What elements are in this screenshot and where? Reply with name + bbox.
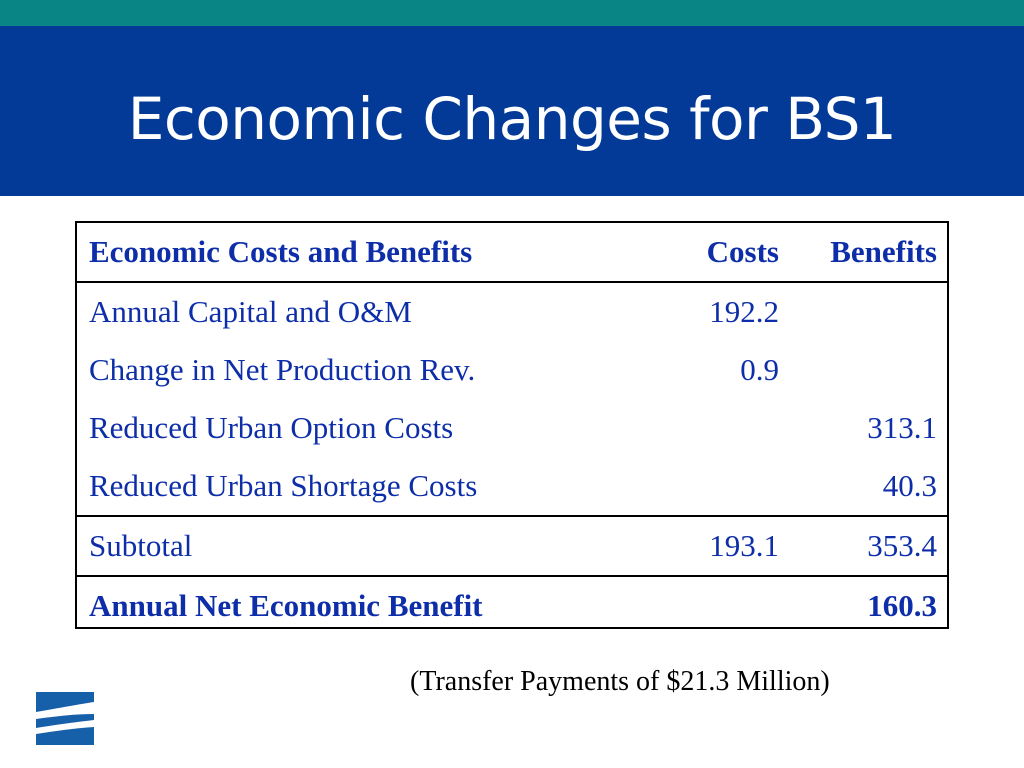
row-label: Annual Capital and O&M — [77, 281, 629, 341]
slide-title: Economic Changes for BS1 — [127, 85, 897, 153]
net-benefit-costs — [629, 575, 779, 634]
table-row: Reduced Urban Option Costs 313.1 — [77, 399, 947, 457]
row-benefits — [779, 341, 947, 399]
row-label: Reduced Urban Shortage Costs — [89, 468, 478, 503]
row-costs: 0.9 — [740, 352, 779, 387]
row-label: Reduced Urban Option Costs — [89, 410, 454, 445]
row-label: Change in Net Production Rev. — [89, 352, 476, 387]
table-row: Reduced Urban Shortage Costs 40.3 — [77, 457, 947, 516]
economic-table: Economic Costs and Benefits Costs Benefi… — [75, 221, 949, 634]
table-row: Annual Capital and O&M 192.2 — [77, 281, 947, 341]
wave-logo-icon — [36, 692, 94, 745]
net-benefit-value: 160.3 — [779, 575, 947, 634]
subtotal-label: Subtotal — [77, 515, 629, 576]
top-accent-strip — [0, 0, 1024, 26]
row-benefits: 313.1 — [867, 410, 937, 445]
row-benefits: 40.3 — [882, 468, 937, 503]
title-band — [0, 26, 1024, 196]
transfer-payments-note: (Transfer Payments of $21.3 Million) — [410, 666, 830, 697]
subtotal-costs: 193.1 — [629, 515, 779, 576]
header-description: Economic Costs and Benefits — [89, 234, 473, 269]
subtotal-benefits: 353.4 — [779, 515, 947, 576]
net-benefit-row: Annual Net Economic Benefit 160.3 — [77, 575, 947, 634]
economic-table-grid: Economic Costs and Benefits Costs Benefi… — [77, 223, 947, 634]
row-benefits — [779, 281, 947, 341]
row-costs: 192.2 — [629, 281, 779, 341]
row-costs — [629, 399, 779, 457]
table-header-row: Economic Costs and Benefits Costs Benefi… — [77, 223, 947, 282]
table-row: Change in Net Production Rev. 0.9 — [77, 341, 947, 399]
header-benefits: Benefits — [830, 234, 937, 269]
header-costs: Costs — [706, 234, 779, 269]
subtotal-row: Subtotal 193.1 353.4 — [77, 515, 947, 576]
row-costs — [629, 457, 779, 516]
net-benefit-label: Annual Net Economic Benefit — [77, 575, 629, 634]
